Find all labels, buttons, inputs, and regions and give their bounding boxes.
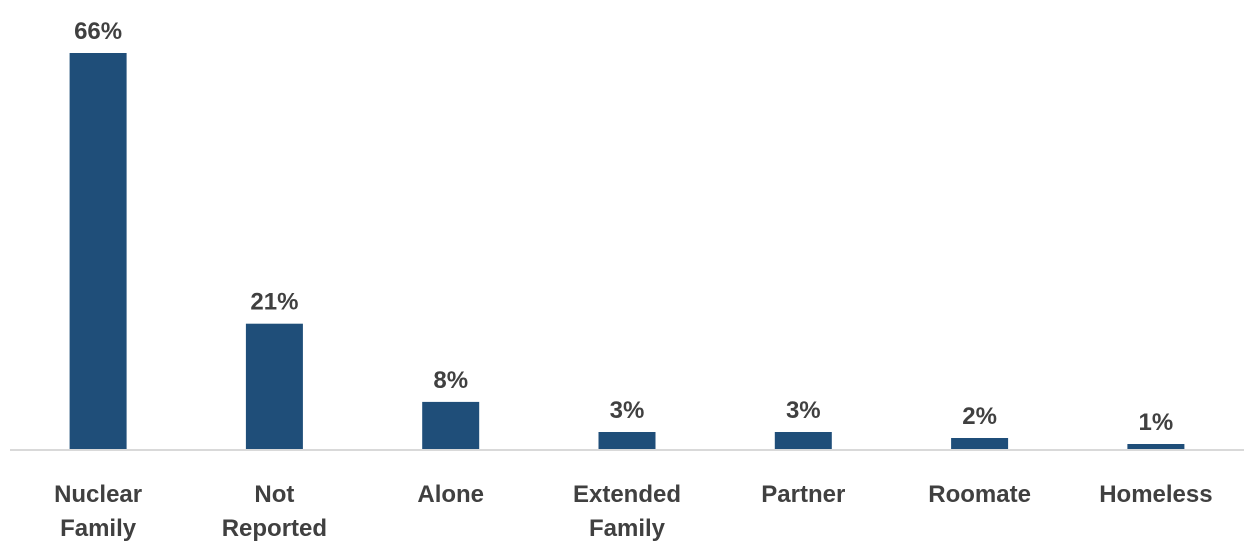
category-label-1: Not Reported	[222, 481, 327, 542]
bar-0	[70, 53, 127, 450]
category-label-line: Family	[60, 515, 137, 542]
category-label-line: Family	[589, 515, 666, 542]
category-label-5: Roomate	[928, 481, 1031, 508]
category-label-line: Reported	[222, 515, 327, 542]
category-label-line: Roomate	[928, 481, 1031, 508]
category-label-line: Alone	[417, 481, 484, 508]
data-label-3: 3%	[610, 397, 645, 424]
data-label-0: 66%	[74, 18, 122, 45]
category-label-line: Not	[254, 481, 294, 508]
category-label-2: Alone	[417, 481, 484, 508]
data-label-4: 3%	[786, 397, 821, 424]
category-label-line: Nuclear	[54, 481, 142, 508]
bars-layer	[70, 53, 1185, 450]
category-labels-layer: Nuclear Family Not Reported Alone Extended Fam…	[54, 481, 1213, 542]
data-label-1: 21%	[250, 289, 298, 316]
category-label-6: Homeless	[1099, 481, 1212, 508]
bar-1	[246, 324, 303, 450]
bar-3	[599, 432, 656, 450]
category-label-line: Homeless	[1099, 481, 1212, 508]
data-label-5: 2%	[962, 403, 997, 430]
data-label-6: 1%	[1139, 409, 1174, 436]
category-label-3: Extended Family	[573, 481, 681, 542]
bar-4	[775, 432, 832, 450]
bar-5	[951, 438, 1008, 450]
category-label-4: Partner	[761, 481, 845, 508]
data-labels-layer: 66% 21% 8% 3% 3% 2% 1%	[74, 18, 1173, 436]
bar-2	[422, 402, 479, 450]
category-label-line: Extended	[573, 481, 681, 508]
data-label-2: 8%	[433, 367, 468, 394]
category-label-0: Nuclear Family	[54, 481, 142, 542]
category-label-line: Partner	[761, 481, 845, 508]
